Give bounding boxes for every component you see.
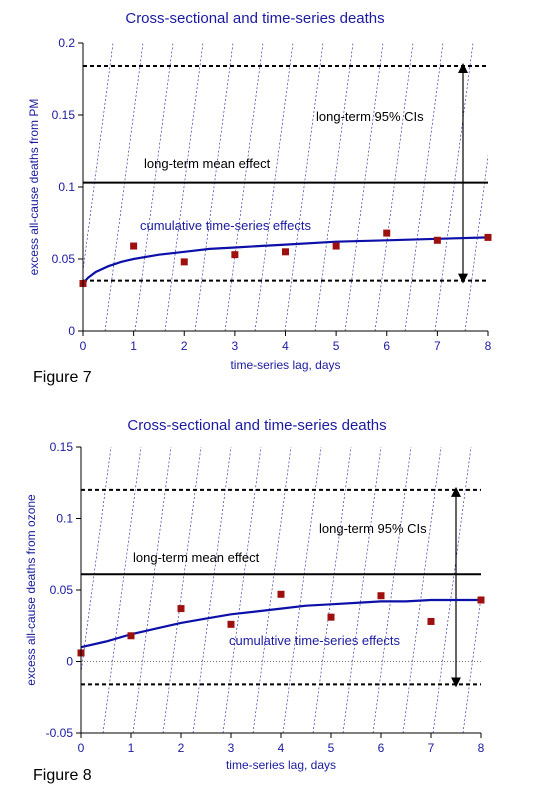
figure-8-caption: Figure 8 bbox=[33, 767, 92, 784]
time-series-curve bbox=[82, 236, 489, 285]
data-point-lag-4 bbox=[277, 590, 285, 598]
ci-annotation: long-term 95% CIs bbox=[316, 109, 424, 124]
hatch-line bbox=[493, 447, 531, 733]
mean-annotation: long-term mean effect bbox=[133, 550, 260, 565]
data-point-lag-2 bbox=[177, 605, 185, 613]
x-tick-label: 1 bbox=[130, 339, 137, 353]
data-point-lag-2 bbox=[180, 258, 188, 266]
x-tick-label: 0 bbox=[78, 741, 85, 755]
y-tick-label: 0.05 bbox=[50, 583, 74, 597]
y-tick-label: 0.15 bbox=[50, 440, 74, 454]
data-point-lag-8 bbox=[484, 233, 492, 241]
x-tick-label: 4 bbox=[282, 339, 289, 353]
x-tick-label: 6 bbox=[378, 741, 385, 755]
figure-7-caption: Figure 7 bbox=[33, 369, 92, 386]
time-series-annotation: cumulative time-series effects bbox=[229, 633, 400, 648]
x-axis-label: time-series lag, days bbox=[226, 758, 336, 772]
hatch-line bbox=[525, 43, 533, 331]
y-tick-label: 0 bbox=[68, 324, 75, 338]
hatch-line bbox=[402, 447, 442, 733]
x-tick-label: 7 bbox=[434, 339, 441, 353]
hatch-line bbox=[194, 43, 234, 331]
y-axis-label: excess all-cause deaths from PM bbox=[27, 99, 41, 276]
x-tick-label: 8 bbox=[485, 339, 492, 353]
data-point-lag-5 bbox=[327, 613, 335, 621]
time-series-annotation: cumulative time-series effects bbox=[140, 218, 311, 233]
x-tick-label: 4 bbox=[278, 741, 285, 755]
x-tick-label: 3 bbox=[228, 741, 235, 755]
hatch-line bbox=[134, 43, 174, 331]
hatch-line bbox=[102, 447, 142, 733]
hatch-line bbox=[464, 154, 488, 331]
data-point-lag-5 bbox=[332, 242, 340, 250]
hatch-line bbox=[164, 43, 204, 331]
ci-annotation: long-term 95% CIs bbox=[319, 521, 427, 536]
hatch-line bbox=[312, 447, 352, 733]
y-tick-label: 0 bbox=[66, 655, 73, 669]
data-point-lag-3 bbox=[227, 620, 235, 628]
chart-pm: 0 1 2 3 4 5 6 7 8 0 0.05 0.1 0.15 0.2 Cross-sectional … bbox=[27, 10, 533, 372]
hatch-line bbox=[162, 447, 202, 733]
hatch-line bbox=[372, 447, 412, 733]
y-tick-label: 0.15 bbox=[52, 108, 76, 122]
x-axis-label: time-series lag, days bbox=[230, 358, 340, 372]
y-tick-label: 0.1 bbox=[56, 512, 73, 526]
hatch-line bbox=[282, 447, 322, 733]
data-point-lag-1 bbox=[127, 632, 135, 640]
hatch-group bbox=[83, 43, 533, 331]
chart-title: Cross-sectional and time-series deaths bbox=[127, 417, 386, 434]
y-tick-label: 0.05 bbox=[52, 252, 76, 266]
x-tick-label: 7 bbox=[428, 741, 435, 755]
data-point-lag-3 bbox=[231, 251, 239, 259]
x-tick-label: 5 bbox=[333, 339, 340, 353]
data-point-lag-6 bbox=[377, 592, 385, 600]
x-tick-label: 5 bbox=[328, 741, 335, 755]
x-tick-label: 2 bbox=[178, 741, 185, 755]
x-tick-label: 2 bbox=[181, 339, 188, 353]
hatch-line bbox=[254, 43, 294, 331]
hatch-line bbox=[344, 43, 384, 331]
data-point-lag-6 bbox=[383, 229, 391, 237]
data-point-lag-4 bbox=[282, 248, 289, 256]
hatch-line bbox=[224, 43, 264, 331]
hatch-line bbox=[434, 43, 474, 331]
data-point-lag-7 bbox=[433, 236, 441, 244]
x-tick-label: 8 bbox=[478, 741, 485, 755]
chart-title: Cross-sectional and time-series deaths bbox=[125, 10, 384, 27]
x-tick-label: 1 bbox=[128, 741, 135, 755]
hatch-line bbox=[314, 43, 354, 331]
hatch-line bbox=[192, 447, 232, 733]
x-tick-label: 0 bbox=[80, 339, 87, 353]
hatch-line bbox=[284, 43, 324, 331]
time-series-curve bbox=[80, 598, 481, 649]
y-axis-label: excess all-cause deaths from ozone bbox=[24, 494, 38, 686]
hatch-line bbox=[104, 43, 144, 331]
y-tick-label: -0.05 bbox=[46, 726, 74, 740]
hatch-line bbox=[81, 447, 112, 676]
hatch-line bbox=[404, 43, 444, 331]
hatch-line bbox=[374, 43, 414, 331]
chart-ozone: 0 1 2 3 4 5 6 7 8 -0.05 0 0.05 0.1 0.15 Cross-sectiona… bbox=[24, 417, 531, 772]
y-tick-label: 0.1 bbox=[58, 180, 75, 194]
hatch-line bbox=[495, 43, 533, 331]
hatch-line bbox=[83, 43, 114, 273]
x-tick-label: 6 bbox=[383, 339, 390, 353]
data-point-lag-1 bbox=[130, 242, 138, 250]
data-point-lag-8 bbox=[477, 596, 485, 604]
y-tick-label: 0.2 bbox=[58, 36, 75, 50]
mean-annotation: long-term mean effect bbox=[144, 156, 271, 171]
x-tick-label: 3 bbox=[232, 339, 239, 353]
data-point-lag-7 bbox=[427, 617, 435, 625]
